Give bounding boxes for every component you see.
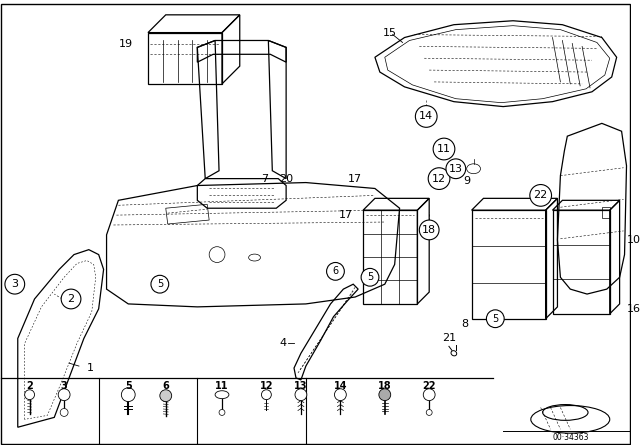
Text: 5: 5 [157, 279, 163, 289]
Text: 17: 17 [339, 210, 353, 220]
Circle shape [335, 389, 346, 401]
Text: 3: 3 [12, 279, 19, 289]
Circle shape [25, 390, 35, 400]
Circle shape [426, 409, 432, 415]
Circle shape [295, 389, 307, 401]
Text: 1: 1 [87, 363, 94, 373]
Text: 17: 17 [348, 174, 362, 184]
Text: 6: 6 [163, 381, 169, 391]
Text: 5: 5 [492, 314, 499, 324]
Text: 14: 14 [333, 381, 347, 391]
Text: 18: 18 [422, 225, 436, 235]
Circle shape [262, 390, 271, 400]
Text: 12: 12 [260, 381, 273, 391]
Text: 22: 22 [534, 190, 548, 200]
Circle shape [326, 263, 344, 280]
Text: 14: 14 [419, 112, 433, 121]
Text: 22: 22 [422, 381, 436, 391]
Text: 12: 12 [432, 174, 446, 184]
Text: 13: 13 [449, 164, 463, 174]
Circle shape [428, 168, 450, 190]
Circle shape [379, 389, 390, 401]
Circle shape [419, 220, 439, 240]
Text: 9: 9 [463, 176, 470, 185]
Text: 5: 5 [125, 381, 132, 391]
Text: 10: 10 [627, 235, 640, 245]
Circle shape [122, 388, 135, 401]
Circle shape [415, 106, 437, 127]
Circle shape [5, 274, 25, 294]
Text: 11: 11 [215, 381, 228, 391]
Circle shape [446, 159, 466, 179]
Circle shape [361, 268, 379, 286]
Circle shape [486, 310, 504, 327]
Text: 5: 5 [367, 272, 373, 282]
Text: 4: 4 [279, 338, 286, 349]
Text: 2: 2 [26, 381, 33, 391]
Circle shape [61, 289, 81, 309]
Circle shape [423, 389, 435, 401]
Text: 2: 2 [67, 294, 75, 304]
Text: 3: 3 [61, 381, 67, 391]
Text: 6: 6 [332, 267, 339, 276]
Text: 11: 11 [437, 144, 451, 154]
Text: 15: 15 [383, 28, 397, 38]
Circle shape [151, 276, 169, 293]
Text: 16: 16 [627, 304, 640, 314]
Circle shape [433, 138, 455, 160]
Circle shape [530, 185, 552, 206]
Circle shape [219, 409, 225, 415]
Text: 13: 13 [294, 381, 308, 391]
Circle shape [58, 389, 70, 401]
Text: 21: 21 [442, 333, 456, 344]
Circle shape [60, 409, 68, 416]
Text: 20: 20 [279, 174, 293, 184]
Circle shape [160, 390, 172, 401]
Text: 18: 18 [378, 381, 392, 391]
Ellipse shape [215, 391, 229, 399]
Text: 00·34363: 00·34363 [552, 433, 589, 442]
Text: 8: 8 [461, 319, 468, 329]
Text: 19: 19 [119, 39, 133, 49]
Text: 7: 7 [261, 174, 268, 184]
